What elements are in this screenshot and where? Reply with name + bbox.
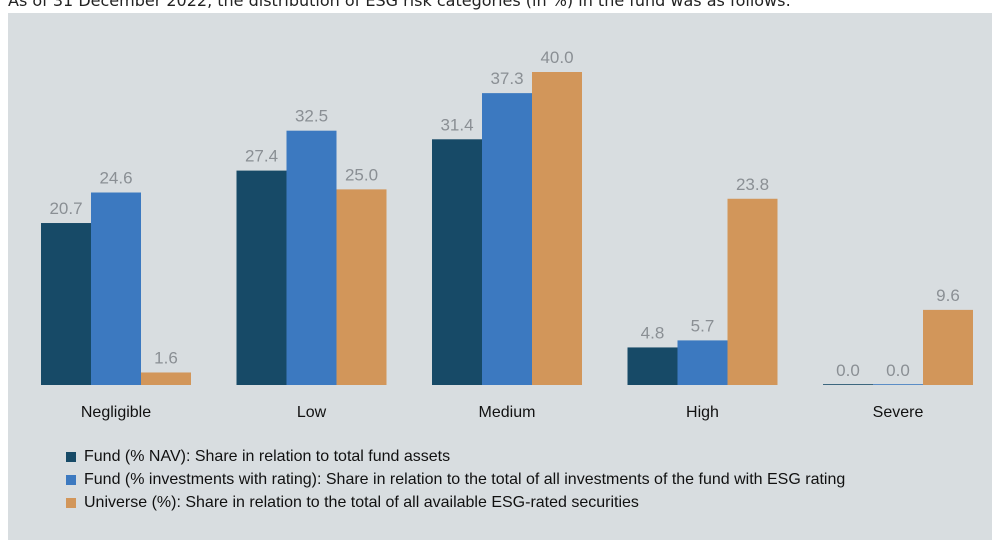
category-label-medium: Medium xyxy=(479,404,536,421)
legend-swatch xyxy=(66,451,76,462)
bar-low-series-1 xyxy=(286,130,337,385)
bar-value-label: 31.4 xyxy=(440,115,473,134)
bar-value-label: 24.6 xyxy=(99,169,132,188)
category-label-severe: Severe xyxy=(873,404,924,421)
legend-item-fund-nav: Fund (% NAV): Share in relation to total… xyxy=(66,445,845,468)
chart-legend: Fund (% NAV): Share in relation to total… xyxy=(66,445,845,514)
bar-value-label: 5.7 xyxy=(691,316,715,335)
legend-label: Universe (%): Share in relation to the t… xyxy=(84,493,639,511)
category-label-negligible: Negligible xyxy=(81,404,151,421)
bar-severe-series-2 xyxy=(923,309,973,385)
bar-severe-series-1 xyxy=(873,384,923,385)
bar-low-series-2 xyxy=(336,189,387,385)
bar-high-series-0 xyxy=(627,347,678,385)
bar-value-label: 25.0 xyxy=(345,165,378,184)
category-label-high: High xyxy=(686,404,719,421)
bar-low-series-0 xyxy=(236,170,287,385)
bar-value-label: 0.0 xyxy=(836,361,860,380)
legend-item-fund-rated: Fund (% investments with rating): Share … xyxy=(66,468,845,491)
legend-item-universe: Universe (%): Share in relation to the t… xyxy=(66,491,845,514)
bar-negligible-series-1 xyxy=(91,192,141,385)
bar-value-label: 32.5 xyxy=(295,107,328,126)
bar-high-series-2 xyxy=(727,198,778,385)
chart-caption: As of 31 December 2022, the distribution… xyxy=(8,0,791,10)
bar-medium-series-2 xyxy=(532,72,582,385)
bar-value-label: 0.0 xyxy=(886,361,910,380)
bar-medium-series-0 xyxy=(432,139,482,385)
bar-value-label: 23.8 xyxy=(736,175,769,194)
bar-value-label: 1.6 xyxy=(154,348,178,367)
bar-negligible-series-0 xyxy=(41,223,91,385)
bar-high-series-1 xyxy=(677,340,728,385)
bar-value-label: 4.8 xyxy=(641,323,665,342)
bar-value-label: 40.0 xyxy=(540,48,573,67)
bar-medium-series-1 xyxy=(482,93,532,385)
bar-severe-series-0 xyxy=(823,384,873,385)
bar-value-label: 27.4 xyxy=(245,147,278,166)
bar-value-label: 37.3 xyxy=(490,69,523,88)
legend-label: Fund (% NAV): Share in relation to total… xyxy=(84,447,451,465)
legend-label: Fund (% investments with rating): Share … xyxy=(84,470,846,488)
bar-value-label: 20.7 xyxy=(49,199,82,218)
bar-value-label: 9.6 xyxy=(936,286,960,305)
category-label-low: Low xyxy=(297,404,327,421)
legend-swatch xyxy=(66,474,76,485)
bar-negligible-series-2 xyxy=(141,372,191,385)
legend-swatch xyxy=(66,497,76,508)
